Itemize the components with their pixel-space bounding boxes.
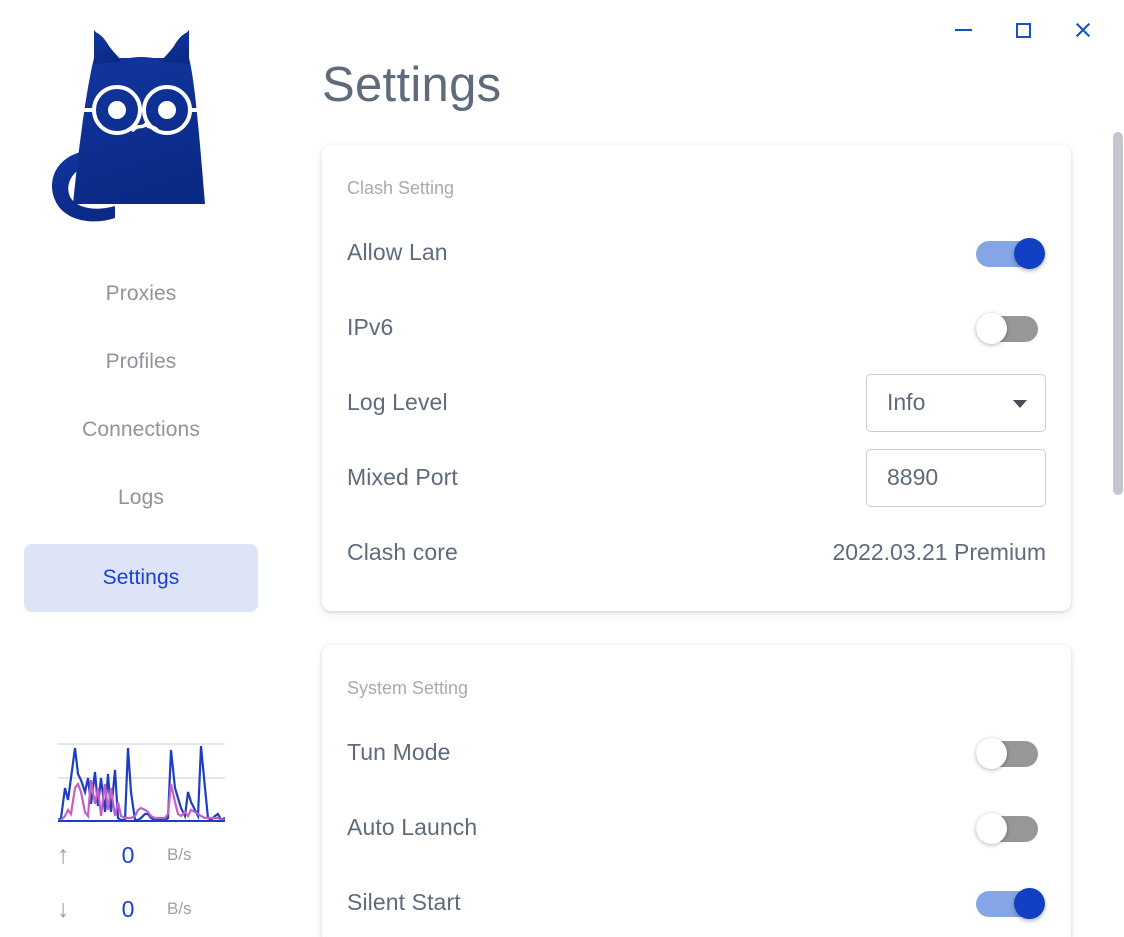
main-content: Settings Clash Setting Allow Lan IPv6 <box>282 0 1124 937</box>
row-clash-core: Clash core 2022.03.21 Premium <box>322 515 1071 590</box>
toggle-knob <box>976 312 1007 344</box>
scrollbar-track[interactable] <box>1112 0 1124 937</box>
app-logo <box>0 14 282 234</box>
sidebar-item-connections[interactable]: Connections <box>24 408 258 452</box>
tun-mode-label: Tun Mode <box>347 739 451 765</box>
system-setting-title: System Setting <box>347 678 469 698</box>
sidebar-item-label: Connections <box>82 418 200 441</box>
ipv6-label: IPv6 <box>347 314 394 340</box>
traffic-line-upload <box>57 779 225 822</box>
silent-start-label: Silent Start <box>347 889 461 915</box>
traffic-sparkline-chart <box>57 730 225 828</box>
ipv6-toggle[interactable] <box>976 312 1046 344</box>
auto-launch-toggle[interactable] <box>976 812 1046 844</box>
toggle-knob <box>976 812 1007 844</box>
close-icon <box>1074 21 1092 39</box>
tun-mode-toggle[interactable] <box>976 737 1046 769</box>
download-rate-row: ↓ 0 B/s <box>0 882 282 936</box>
chevron-down-icon <box>1013 399 1027 408</box>
download-rate-unit: B/s <box>167 899 192 918</box>
system-setting-rows: Tun Mode Auto Launch Silent Start <box>322 715 1071 937</box>
close-button[interactable] <box>1064 12 1102 48</box>
toggle-knob <box>1014 887 1045 919</box>
mixed-port-value: 8890 <box>887 464 939 490</box>
clash-setting-rows: Allow Lan IPv6 Log Level <box>322 215 1071 590</box>
mixed-port-input[interactable]: 8890 <box>866 448 1046 507</box>
row-mixed-port: Mixed Port 8890 <box>322 440 1071 515</box>
traffic-widget: ↑ 0 B/s ↓ 0 B/s <box>0 730 282 936</box>
sidebar-item-label: Logs <box>118 486 164 509</box>
upload-rate-unit: B/s <box>167 845 192 864</box>
clash-core-label: Clash core <box>347 539 458 565</box>
row-ipv6: IPv6 <box>322 290 1071 365</box>
row-tun-mode: Tun Mode <box>322 715 1071 790</box>
minimize-icon <box>954 29 972 31</box>
silent-start-toggle[interactable] <box>976 887 1046 919</box>
sidebar-item-label: Profiles <box>105 350 177 373</box>
sidebar-item-logs[interactable]: Logs <box>24 476 258 520</box>
sidebar-nav: Proxies Profiles Connections Logs Settin… <box>0 272 282 612</box>
arrow-down-icon: ↓ <box>57 894 70 923</box>
page-title: Settings <box>322 58 502 112</box>
row-auto-launch: Auto Launch <box>322 790 1071 865</box>
clash-setting-title: Clash Setting <box>347 178 455 198</box>
log-level-value: Info <box>887 389 926 415</box>
row-silent-start: Silent Start <box>322 865 1071 937</box>
auto-launch-label: Auto Launch <box>347 814 478 840</box>
sidebar-item-label: Proxies <box>105 282 177 305</box>
maximize-button[interactable] <box>1004 12 1042 48</box>
toggle-knob <box>1014 237 1045 269</box>
allow-lan-label: Allow Lan <box>347 239 448 265</box>
clash-setting-card: Clash Setting Allow Lan IPv6 <box>322 145 1071 611</box>
row-allow-lan: Allow Lan <box>322 215 1071 290</box>
sidebar: Proxies Profiles Connections Logs Settin… <box>0 0 282 937</box>
sidebar-item-settings[interactable]: Settings <box>24 544 258 612</box>
clash-cat-logo-icon <box>51 29 205 221</box>
traffic-sparkline-svg <box>57 743 225 822</box>
sidebar-item-profiles[interactable]: Profiles <box>24 340 258 384</box>
download-rate-value: 0 <box>121 895 135 922</box>
titlebar <box>0 0 1124 56</box>
clash-core-version: 2022.03.21 Premium <box>832 539 1046 565</box>
toggle-knob <box>976 737 1007 769</box>
log-level-select[interactable]: Info <box>866 373 1046 432</box>
maximize-icon <box>1015 22 1031 38</box>
mixed-port-label: Mixed Port <box>347 464 458 490</box>
arrow-up-icon: ↑ <box>57 840 70 869</box>
log-level-label: Log Level <box>347 389 448 415</box>
sidebar-item-proxies[interactable]: Proxies <box>24 272 258 316</box>
allow-lan-toggle[interactable] <box>976 237 1046 269</box>
system-setting-card: System Setting Tun Mode Auto Launch <box>322 645 1071 937</box>
upload-rate-row: ↑ 0 B/s <box>0 828 282 882</box>
scrollbar-thumb[interactable] <box>1113 132 1123 495</box>
upload-rate-value: 0 <box>121 841 135 868</box>
row-log-level: Log Level Info <box>322 365 1071 440</box>
sidebar-item-label: Settings <box>102 566 180 589</box>
minimize-button[interactable] <box>944 12 982 48</box>
